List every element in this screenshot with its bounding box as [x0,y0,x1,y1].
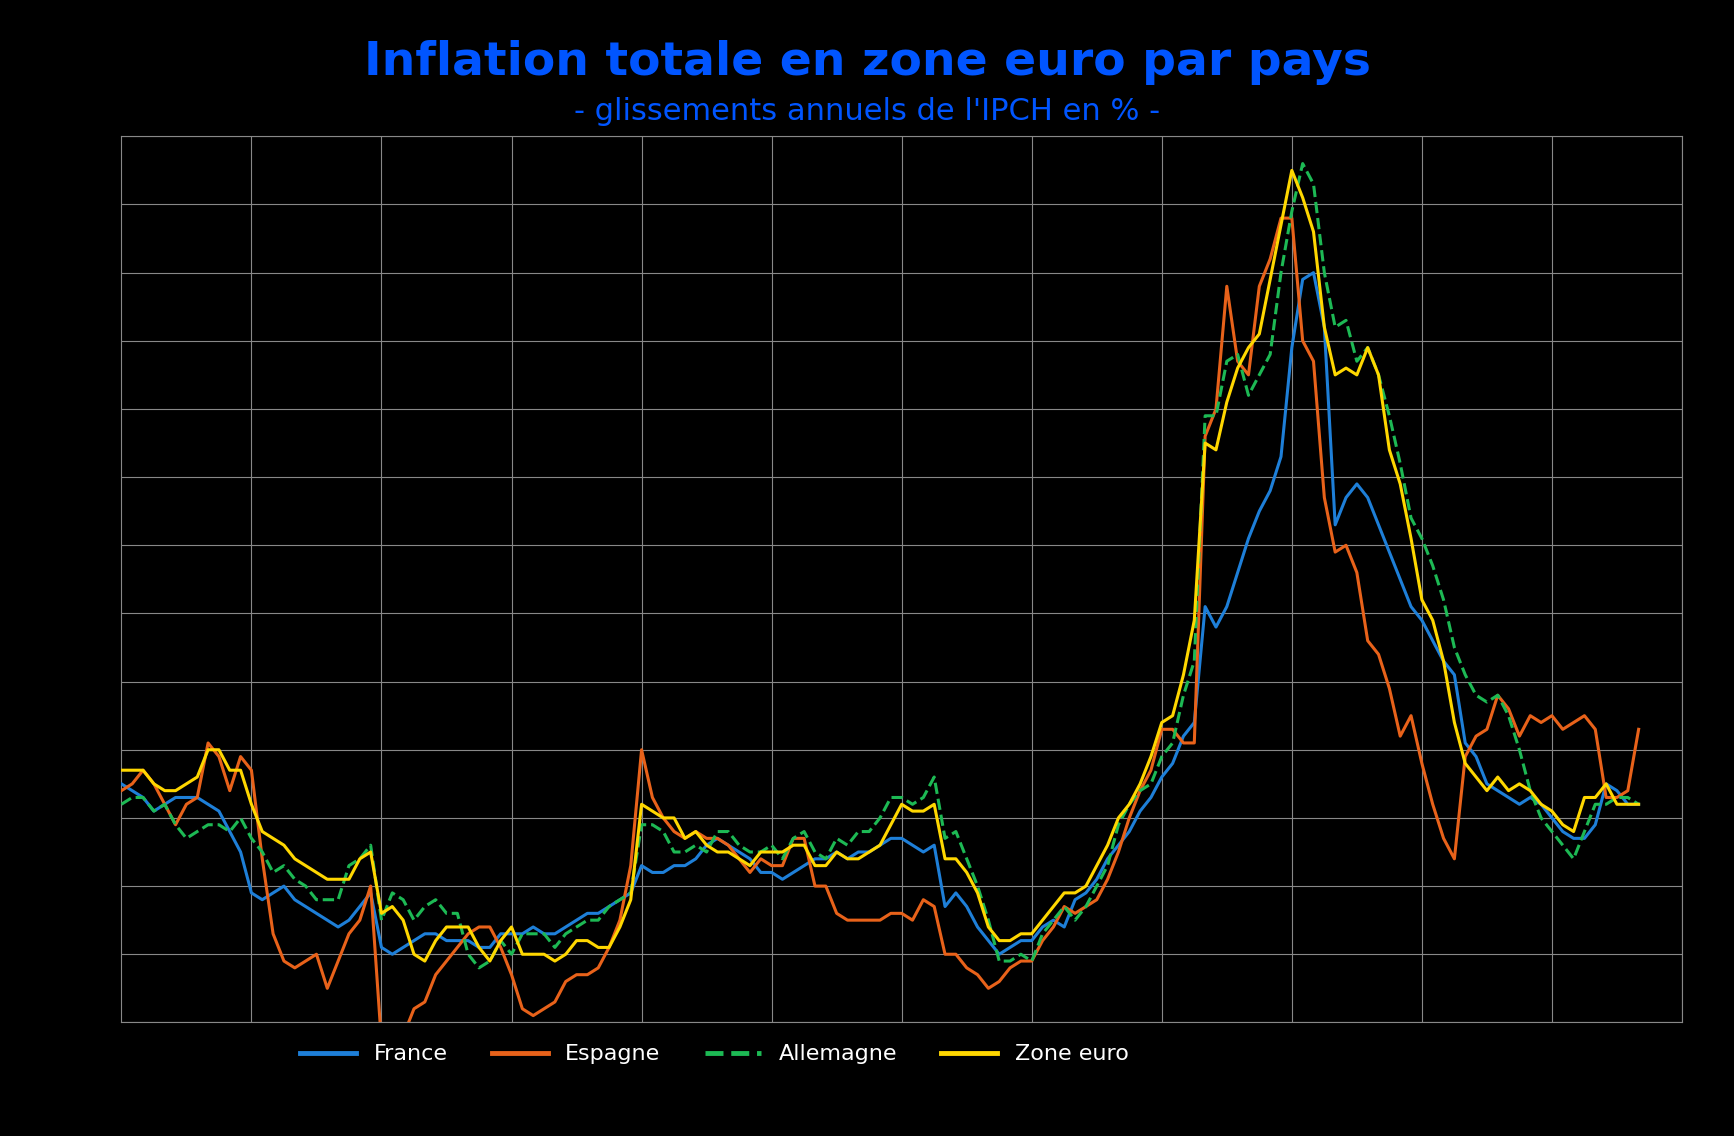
Text: Inflation totale en zone euro par pays: Inflation totale en zone euro par pays [364,40,1370,85]
Text: - glissements annuels de l'IPCH en % -: - glissements annuels de l'IPCH en % - [574,97,1160,126]
Legend: France, Espagne, Allemagne, Zone euro: France, Espagne, Allemagne, Zone euro [291,1036,1138,1074]
